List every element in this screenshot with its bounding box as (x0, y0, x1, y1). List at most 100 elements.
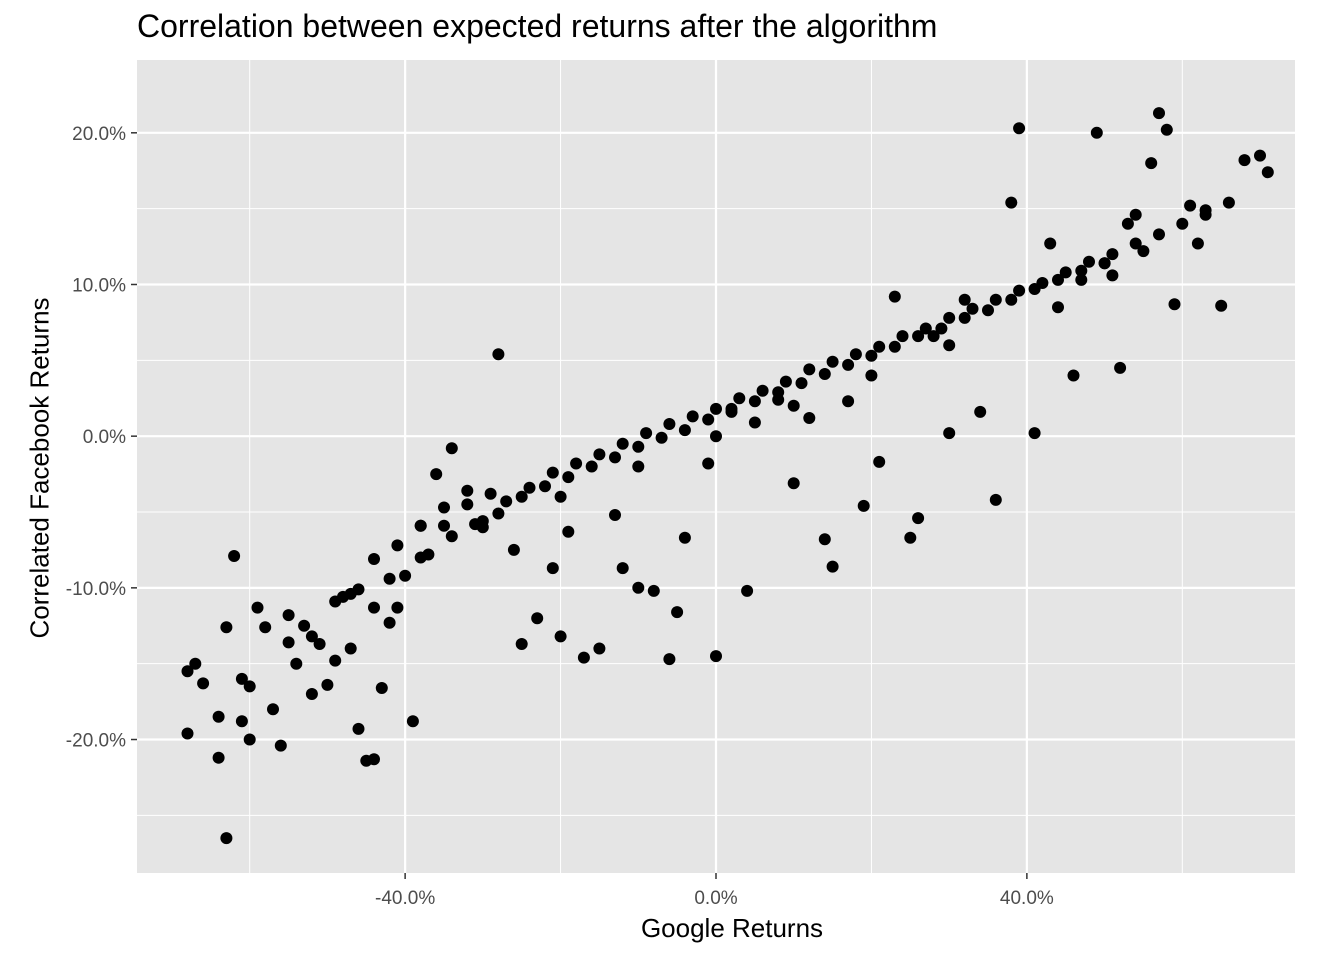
data-point (919, 322, 932, 335)
y-tick-label: 0.0% (83, 427, 126, 448)
data-point (523, 481, 536, 494)
data-point (1137, 245, 1150, 258)
chart-title: Correlation between expected returns aft… (137, 8, 938, 44)
data-point (632, 460, 645, 473)
data-point (647, 584, 660, 597)
data-point (609, 509, 621, 521)
data-point (865, 349, 878, 362)
data-point (197, 677, 210, 690)
data-point (974, 405, 987, 418)
data-point (562, 471, 575, 484)
data-point (1106, 269, 1119, 282)
data-point (1222, 196, 1235, 209)
data-point (321, 678, 334, 691)
data-point (593, 642, 606, 655)
data-point (686, 410, 699, 423)
data-point (1013, 122, 1026, 135)
data-point (826, 355, 839, 368)
data-point (274, 739, 287, 752)
data-point (849, 348, 862, 361)
data-point (461, 498, 474, 511)
data-point (966, 302, 979, 315)
data-point (873, 455, 886, 468)
data-point (779, 375, 792, 388)
data-point (189, 657, 202, 670)
data-point (391, 601, 404, 614)
data-point (562, 525, 575, 538)
data-point (430, 468, 443, 481)
y-tick-label: 10.0% (72, 275, 126, 296)
data-point (818, 368, 831, 380)
data-point (1083, 255, 1095, 268)
data-point (585, 460, 598, 473)
data-point (1052, 301, 1064, 314)
data-point (1129, 237, 1142, 250)
data-point (406, 715, 419, 728)
data-point (515, 490, 528, 503)
data-point (181, 665, 194, 678)
data-point (1176, 217, 1189, 230)
data-point (748, 395, 761, 408)
data-point (1067, 369, 1080, 382)
data-point (1145, 157, 1158, 170)
data-point (678, 424, 691, 437)
data-point (632, 581, 645, 594)
data-point (368, 601, 380, 614)
data-point (352, 722, 365, 735)
data-point (1254, 149, 1266, 162)
data-point (1129, 208, 1142, 221)
data-point (702, 413, 715, 426)
data-point (282, 636, 295, 649)
data-point (422, 548, 435, 561)
data-point (476, 521, 489, 534)
data-point (609, 451, 621, 464)
data-point (1153, 228, 1165, 241)
y-tick-label: 20.0% (72, 124, 126, 145)
data-point (803, 412, 816, 424)
data-point (803, 363, 816, 376)
data-point (943, 339, 956, 352)
data-point (927, 330, 940, 343)
data-point (1114, 361, 1127, 374)
data-point (1013, 284, 1026, 297)
data-point (725, 405, 738, 418)
data-point (678, 531, 691, 544)
data-point (733, 392, 746, 405)
data-point (756, 384, 769, 397)
data-point (1121, 217, 1134, 230)
data-point (1153, 107, 1165, 120)
data-point (329, 654, 342, 667)
data-point (842, 358, 855, 371)
data-point (259, 621, 272, 634)
data-point (445, 442, 458, 455)
data-point (1168, 298, 1181, 311)
data-point (507, 543, 520, 556)
data-point (655, 431, 668, 444)
data-point (632, 440, 645, 453)
data-point (391, 539, 404, 552)
data-point (515, 638, 528, 650)
data-point (888, 290, 901, 303)
x-tick-label: -40.0% (375, 888, 435, 909)
data-point (772, 386, 785, 399)
data-point (220, 621, 233, 634)
data-point (912, 330, 925, 343)
data-point (383, 616, 396, 629)
data-point (865, 369, 878, 382)
data-point (539, 480, 551, 493)
data-point (344, 642, 357, 655)
data-point (368, 553, 380, 565)
data-point (1052, 273, 1064, 286)
data-point (663, 418, 676, 430)
data-point (671, 606, 684, 619)
data-point (375, 682, 388, 694)
data-point (943, 311, 956, 324)
data-point (1184, 199, 1197, 212)
data-point (958, 293, 971, 306)
y-tick-label: -20.0% (66, 731, 126, 752)
data-point (702, 457, 715, 470)
data-point (1238, 154, 1251, 167)
data-point (570, 457, 583, 470)
data-point (818, 533, 831, 546)
